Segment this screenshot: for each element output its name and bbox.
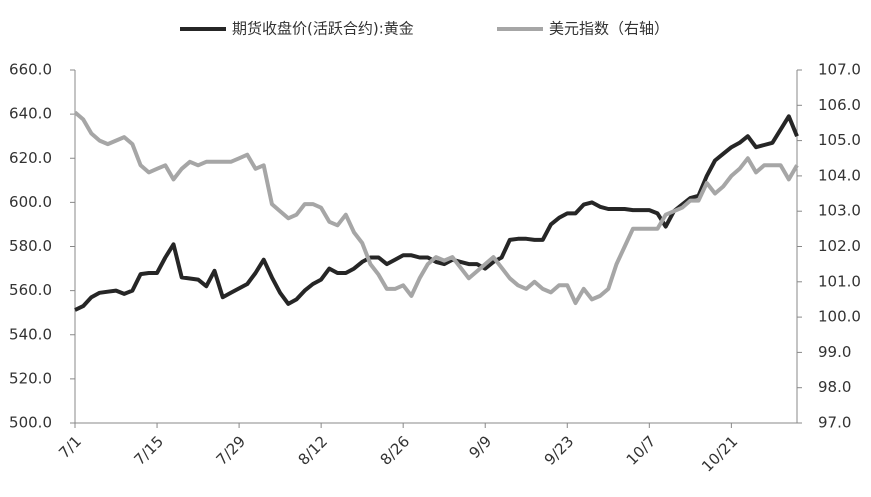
y2-tick-label: 102.0	[818, 237, 861, 255]
y2-tick-label: 99.0	[818, 343, 851, 361]
y-tick-label: 640.0	[9, 105, 52, 123]
legend-label: 美元指数（右轴）	[549, 20, 669, 38]
x-tick-label: 10/21	[698, 432, 741, 475]
series-line	[74, 114, 799, 312]
y2-tick-label: 101.0	[818, 272, 861, 290]
x-tick-label: 9/23	[541, 432, 578, 469]
y-tick-label: 620.0	[9, 149, 52, 167]
legend-label: 期货收盘价(活跃合约):黄金	[232, 20, 414, 38]
y-tick-label: 600.0	[9, 193, 52, 211]
y-tick-label: 560.0	[9, 281, 52, 299]
y2-tick-label: 98.0	[818, 378, 851, 396]
x-tick-label: 7/1	[55, 432, 85, 462]
y2-tick-label: 97.0	[818, 414, 851, 432]
y-tick-label: 500.0	[9, 414, 52, 432]
x-tick-label: 7/15	[131, 432, 168, 469]
y-tick-label: 520.0	[9, 369, 52, 387]
y2-tick-label: 100.0	[818, 308, 861, 326]
x-tick-label: 8/12	[295, 432, 332, 469]
y2-tick-label: 104.0	[818, 166, 861, 184]
x-tick-label: 9/9	[465, 432, 495, 462]
series-line	[73, 110, 799, 305]
x-tick-label: 10/7	[623, 432, 660, 469]
y-tick-label: 580.0	[9, 237, 52, 255]
y2-tick-label: 106.0	[818, 96, 861, 114]
y2-tick-label: 103.0	[818, 202, 861, 220]
y2-tick-label: 105.0	[818, 131, 861, 149]
x-tick-label: 7/29	[213, 432, 250, 469]
y-tick-label: 660.0	[9, 61, 52, 79]
x-tick-label: 8/26	[377, 432, 414, 469]
y2-tick-label: 107.0	[818, 61, 861, 79]
y-tick-label: 540.0	[9, 325, 52, 343]
